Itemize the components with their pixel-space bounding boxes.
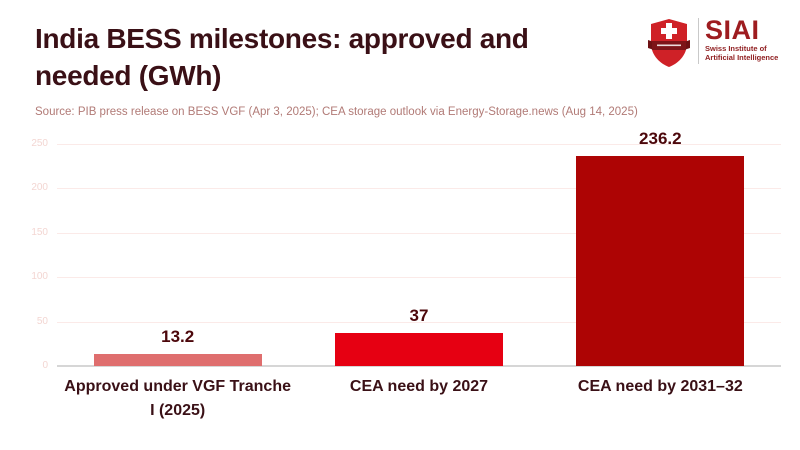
swiss-shield-ribbon-icon: [648, 19, 690, 67]
x-category-label: CEA need by 2027: [269, 375, 569, 399]
x-axis-line: [57, 365, 781, 367]
gridline: [57, 321, 781, 323]
bar-value-label: 37: [409, 306, 429, 326]
y-tick-label: 0: [42, 360, 48, 371]
gridline: [57, 188, 781, 190]
logo-acronym: SIAI: [705, 15, 760, 45]
logo-text-block: SIAI Swiss Institute of Artificial Intel…: [705, 16, 778, 62]
y-tick-label: 100: [31, 271, 48, 283]
gridline: [57, 232, 781, 234]
bar: [335, 333, 503, 366]
x-category-label-line: I (2025): [150, 402, 206, 419]
gridline: [57, 144, 781, 145]
x-category-label-line: Approved under VGF Tranche: [64, 378, 291, 395]
y-tick-label: 50: [36, 315, 48, 327]
gridline: [57, 277, 781, 279]
x-category-label-line: CEA need by 2031–32: [577, 378, 743, 395]
logo-subtitle-line-1: Swiss Institute of: [705, 44, 767, 53]
y-tick-label: 150: [31, 226, 48, 238]
bar-value-label: 236.2: [639, 129, 682, 149]
bar: [576, 156, 745, 366]
logo-subtitle-line-2: Artificial Intelligence: [705, 53, 779, 62]
page-title-line-1: India BESS milestones: approved and: [35, 23, 529, 54]
y-tick-label: 200: [31, 182, 48, 194]
x-category-label: CEA need by 2031–32: [510, 375, 800, 399]
siai-logo: SIAI Swiss Institute of Artificial Intel…: [648, 16, 788, 70]
source-caption: Source: PIB press release on BESS VGF (A…: [35, 106, 638, 118]
x-category-label: Approved under VGF Tranche I (2025): [28, 375, 328, 423]
x-category-label-line: CEA need by 2027: [349, 378, 489, 395]
bar: [93, 354, 262, 366]
y-tick-label: 250: [31, 138, 48, 149]
logo-divider: [698, 18, 699, 64]
page-title-line-2: needed (GWh): [35, 60, 222, 91]
page-title: India BESS milestones: approved and need…: [35, 20, 655, 94]
bar-value-label: 13.2: [161, 327, 195, 347]
